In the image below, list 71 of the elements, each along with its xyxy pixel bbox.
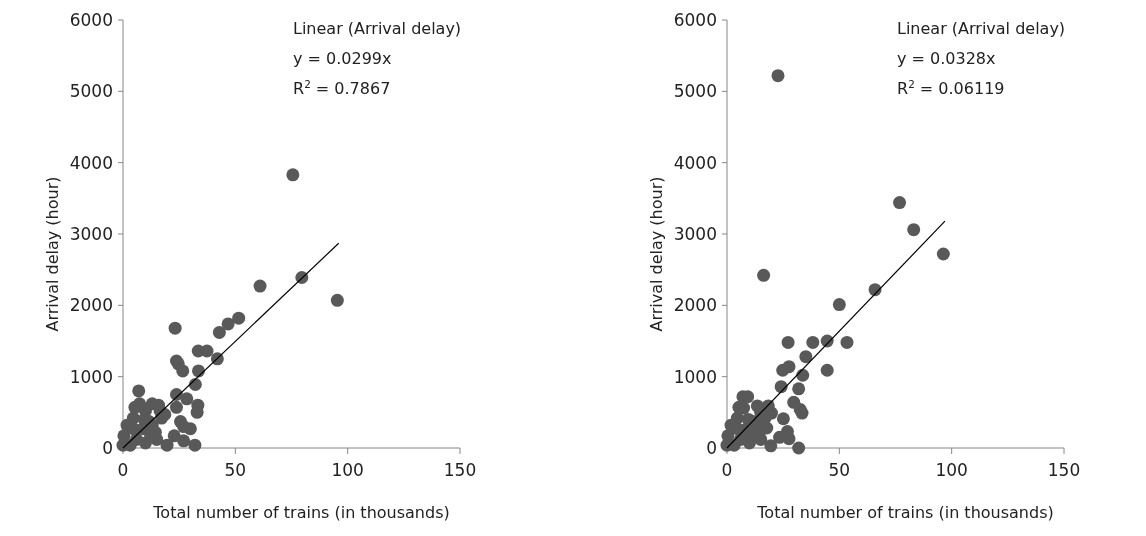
point (799, 350, 813, 364)
point (232, 311, 246, 325)
point (200, 344, 214, 358)
point (820, 363, 834, 377)
y-axis-title: Arrival delay (hour) (43, 176, 62, 332)
x-axis-title: Total number of trains (in thousands) (152, 503, 450, 522)
annotation: y = 0.0328x (897, 49, 996, 68)
point (180, 392, 194, 406)
y-tick-label: 6000 (69, 9, 113, 30)
point (253, 279, 267, 293)
annotation: R$^{2}$ = 0.06119 (897, 78, 1005, 98)
y-tick-label: 3000 (673, 223, 717, 244)
point (177, 434, 191, 448)
annotation: y = 0.0299x (293, 49, 392, 68)
point (188, 438, 202, 452)
y-tick-label: 4000 (673, 152, 717, 173)
point (907, 223, 921, 237)
y-tick-label: 0 (102, 437, 113, 458)
point (792, 382, 806, 396)
point (286, 168, 300, 182)
y-tick-label: 1000 (673, 366, 717, 387)
point (730, 422, 744, 436)
point (221, 317, 235, 331)
point (160, 438, 174, 452)
y-tick-label: 0 (706, 437, 717, 458)
point (183, 422, 197, 436)
point (776, 412, 790, 426)
x-tick-label: 0 (721, 460, 733, 480)
y-tick-label: 6000 (673, 9, 717, 30)
x-tick-label: 150 (443, 460, 477, 480)
point (771, 69, 785, 83)
y-tick-label: 5000 (673, 81, 717, 102)
point (832, 298, 846, 312)
point (796, 368, 810, 382)
x-tick-label: 100 (331, 460, 364, 480)
point (936, 247, 950, 261)
point (168, 321, 182, 335)
point (893, 196, 907, 210)
x-tick-label: 0 (117, 460, 129, 480)
y-tick-label: 3000 (69, 223, 113, 244)
point (330, 293, 344, 307)
y-axis-title: Arrival delay (hour) (647, 176, 666, 332)
point (781, 335, 795, 349)
point (757, 268, 771, 282)
point (128, 400, 142, 414)
point (169, 400, 183, 414)
point (764, 439, 778, 453)
point (191, 364, 205, 378)
x-tick-label: 50 (224, 460, 247, 480)
y-tick-label: 2000 (673, 295, 717, 316)
x-tick-label: 50 (828, 460, 851, 480)
y-tick-label: 5000 (69, 81, 113, 102)
point (132, 384, 146, 398)
point (212, 325, 226, 339)
point (776, 363, 790, 377)
x-tick-label: 100 (935, 460, 968, 480)
y-tick-label: 2000 (69, 295, 113, 316)
annotation: Linear (Arrival delay) (293, 19, 462, 38)
annotation: Linear (Arrival delay) (897, 19, 1066, 38)
y-tick-label: 1000 (69, 366, 113, 387)
point (795, 406, 809, 420)
x-axis-title: Total number of trains (in thousands) (756, 503, 1054, 522)
point (782, 432, 796, 446)
point (840, 335, 854, 349)
point (792, 441, 806, 455)
point (806, 335, 820, 349)
x-tick-label: 150 (1047, 460, 1081, 480)
y-tick-label: 4000 (69, 152, 113, 173)
annotation: R$^{2}$ = 0.7867 (293, 78, 391, 98)
point (126, 422, 140, 436)
point (176, 364, 190, 378)
